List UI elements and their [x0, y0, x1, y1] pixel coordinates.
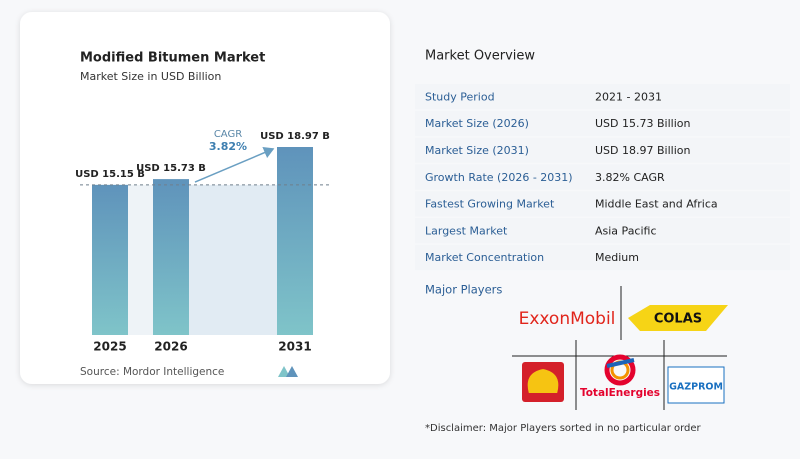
- player-logo: ExxonMobil: [519, 309, 616, 329]
- colas-logo-bg: [628, 305, 728, 331]
- player-logo: GAZPROM: [669, 382, 723, 393]
- x-tick-label: 2031: [278, 340, 311, 354]
- row-label: Market Size (2026): [425, 117, 529, 130]
- chart-title: Modified Bitumen Market: [80, 51, 265, 66]
- row-value: USD 18.97 Billion: [595, 144, 690, 157]
- table-row: [415, 191, 790, 217]
- table-row: [415, 84, 790, 110]
- cagr-arrow: [194, 146, 275, 183]
- row-value: 3.82% CAGR: [595, 171, 665, 184]
- bar: [153, 179, 189, 335]
- bar: [92, 184, 128, 335]
- table-row: [415, 218, 790, 244]
- bar: [277, 147, 313, 335]
- table-row: [415, 110, 790, 137]
- row-value: Asia Pacific: [595, 224, 657, 237]
- table-row: [415, 244, 790, 271]
- value-label: USD 15.73 B: [136, 163, 206, 174]
- row-value: 2021 - 2031: [595, 90, 662, 103]
- cagr-value: 3.82%: [209, 140, 247, 153]
- player-logo: COLAS: [654, 312, 702, 327]
- brand-icon: [278, 366, 298, 377]
- row-label: Market Concentration: [425, 251, 544, 264]
- cagr-label: CAGR: [214, 129, 242, 140]
- player-logo: TotalEnergies: [580, 387, 660, 399]
- source: Source: Mordor Intelligence: [80, 366, 224, 378]
- gazprom-logo-bg: [667, 366, 725, 404]
- chart-subtitle: Market Size in USD Billion: [80, 70, 221, 83]
- totalenergies-logo: [604, 354, 636, 386]
- row-label: Largest Market: [425, 224, 508, 237]
- row-value: Middle East and Africa: [595, 198, 718, 211]
- disclaimer: *Disclaimer: Major Players sorted in no …: [425, 423, 702, 434]
- row-label: Growth Rate (2026 - 2031): [425, 171, 573, 184]
- overview-title: Market Overview: [425, 49, 535, 64]
- base-region: [128, 184, 153, 335]
- row-label: Study Period: [425, 90, 495, 103]
- value-label: USD 15.15 B: [75, 169, 145, 180]
- players-title: Major Players: [425, 283, 502, 297]
- x-tick-label: 2025: [93, 340, 126, 354]
- row-value: Medium: [595, 251, 639, 264]
- row-value: USD 15.73 Billion: [595, 117, 690, 130]
- row-label: Fastest Growing Market: [425, 198, 555, 211]
- growth-region: [189, 184, 277, 335]
- table-row: [415, 164, 790, 190]
- x-tick-label: 2026: [154, 340, 187, 354]
- table-row: [415, 137, 790, 163]
- row-label: Market Size (2031): [425, 144, 529, 157]
- value-label: USD 18.97 B: [260, 131, 330, 142]
- shell-logo: [522, 362, 564, 402]
